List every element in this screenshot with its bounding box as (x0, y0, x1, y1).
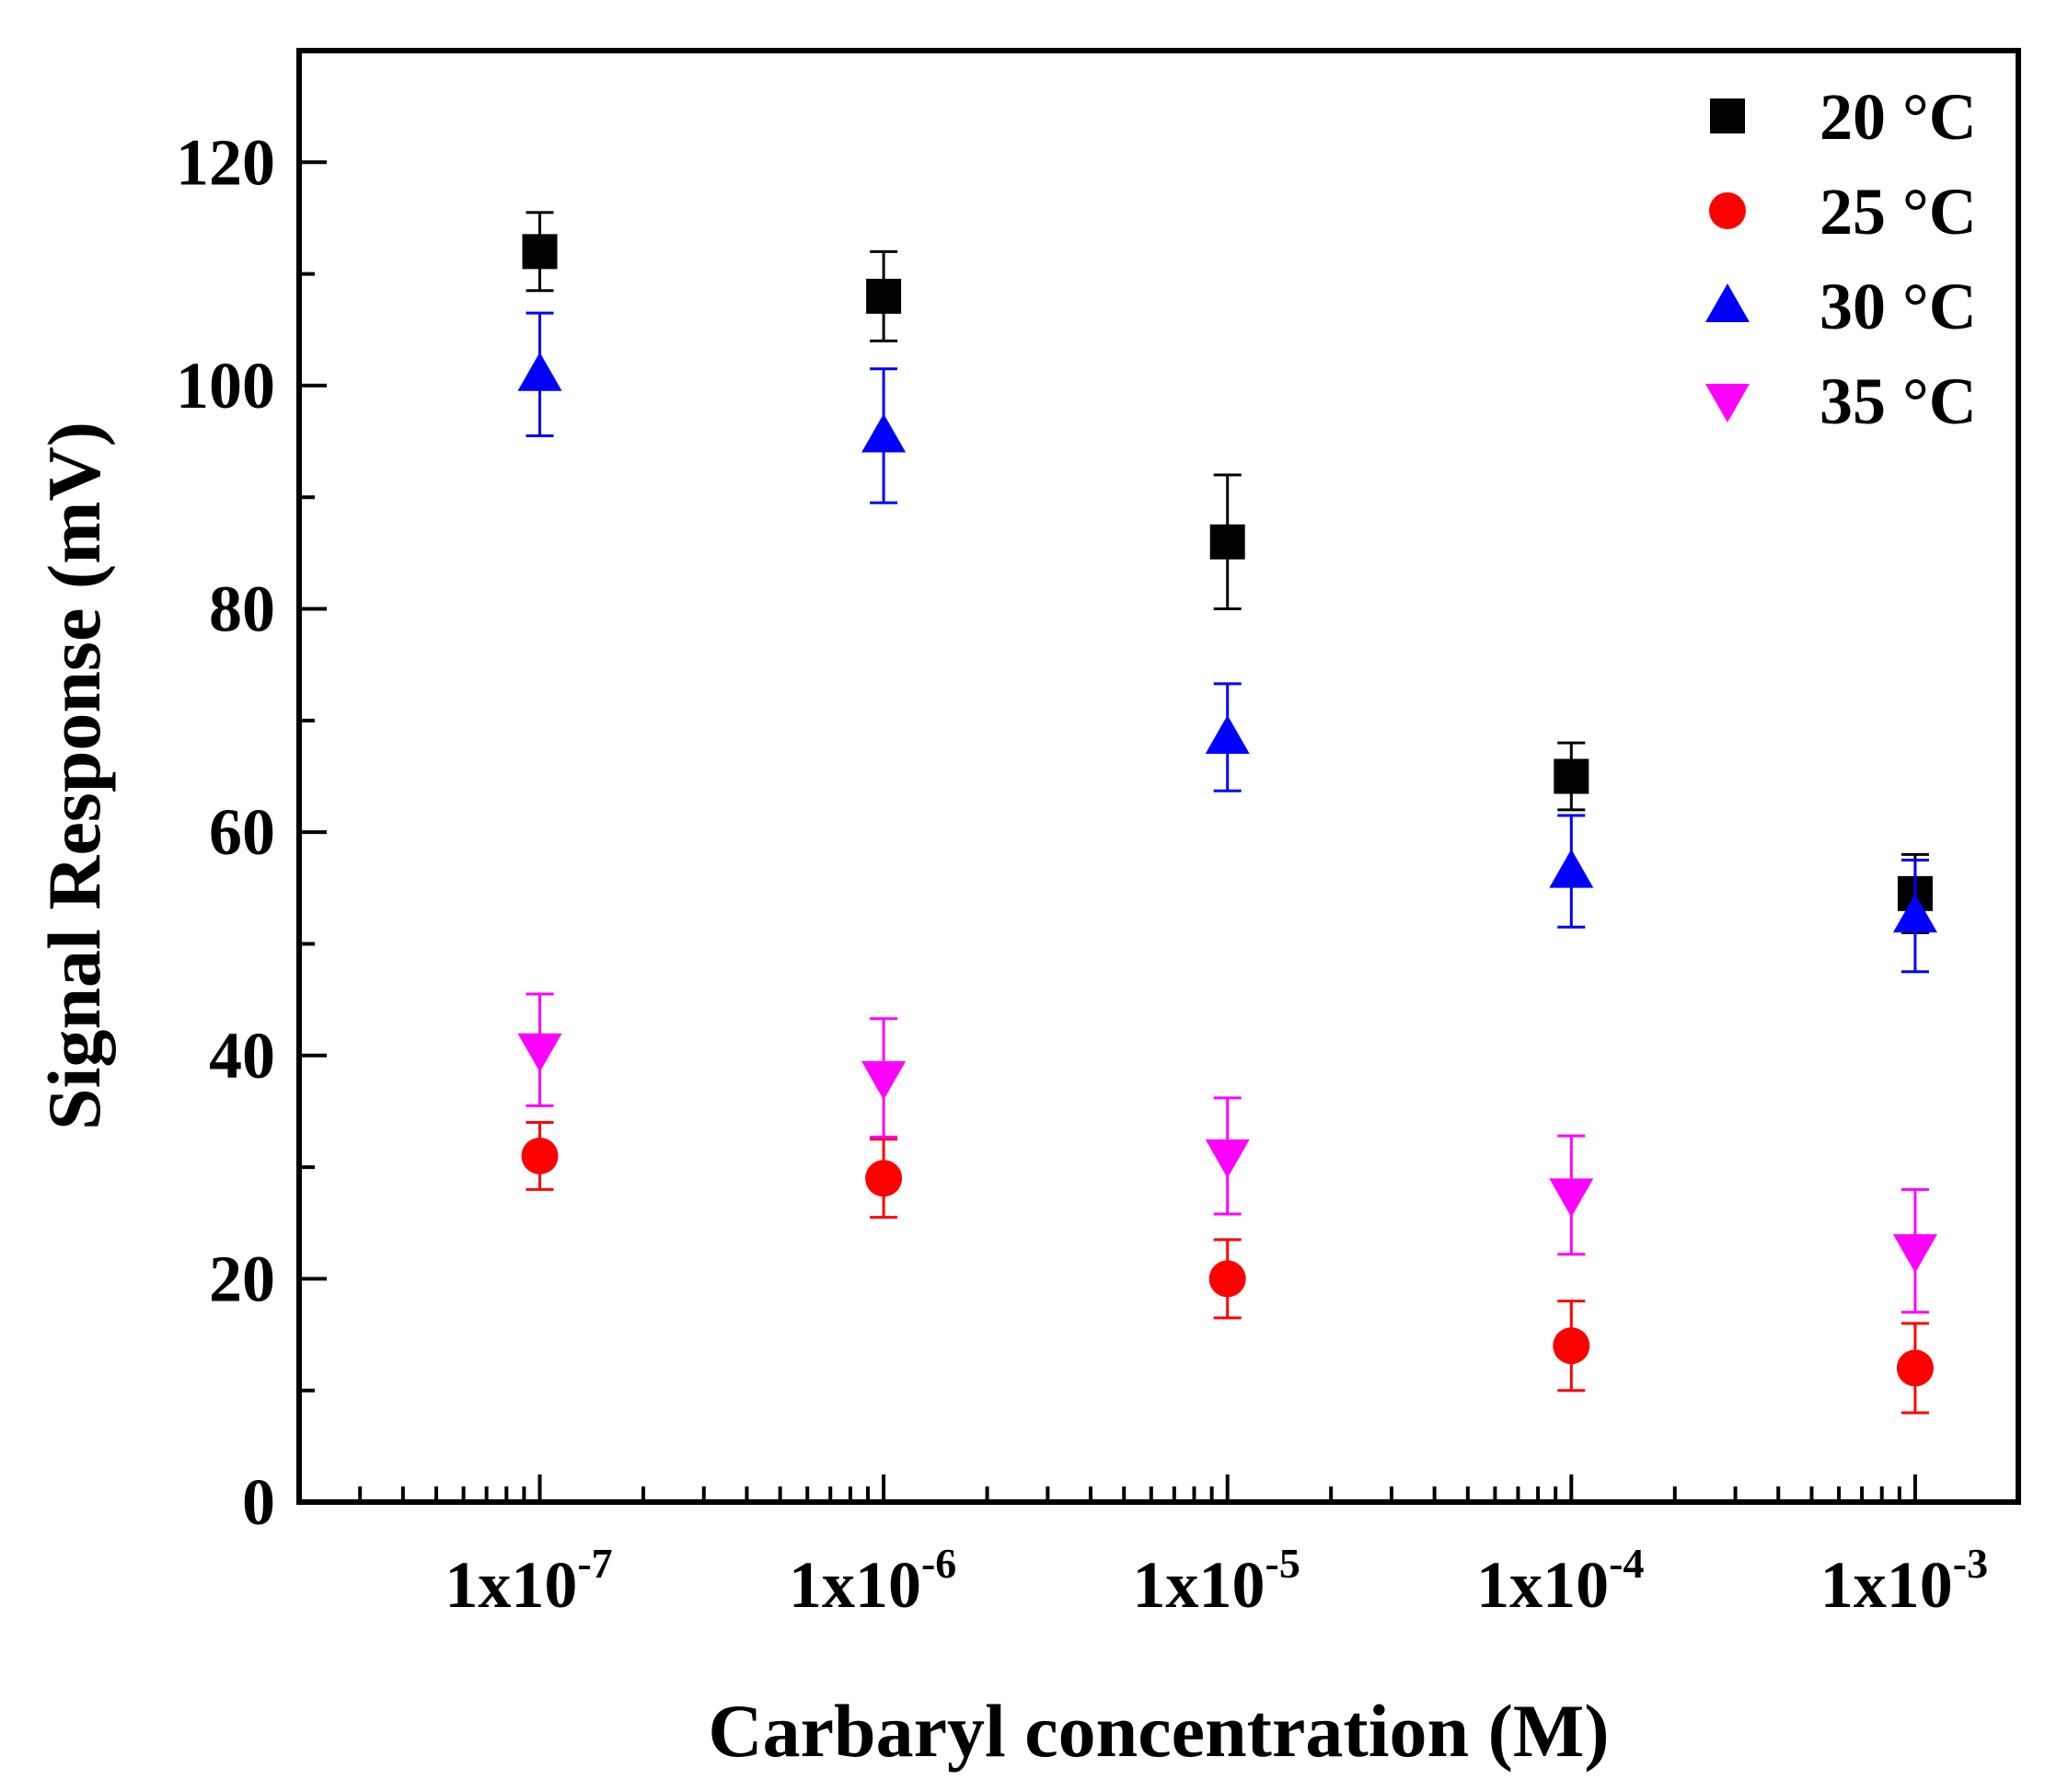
data-point (1205, 715, 1250, 755)
legend: 20 °C 25 °C 30 °C 35 °C (1705, 80, 1977, 438)
series-30-c (517, 311, 1937, 974)
legend-label-20-c: 20 °C (1820, 80, 1977, 154)
y-tick-label: 100 (176, 349, 275, 422)
plot-frame (296, 48, 2021, 1505)
data-point (1549, 849, 1594, 888)
series-35-c (517, 992, 1937, 1314)
x-axis-tick-labels: 1x10-7 1x10-6 1x10-5 1x10-4 1x10-3 (445, 1540, 1988, 1622)
y-axis-tick-labels: 0 20 40 60 80 100 120 (176, 125, 275, 1539)
y-tick-label: 40 (209, 1019, 275, 1093)
data-point (1896, 1349, 1934, 1387)
x-tick-label: 1x10-3 (1820, 1540, 1988, 1622)
data-point (861, 413, 907, 453)
data-point (517, 1033, 562, 1072)
y-tick-label: 80 (209, 572, 275, 646)
y-tick-label: 20 (209, 1242, 275, 1315)
legend-marker-20-c (1710, 98, 1745, 133)
legend-marker-35-c (1705, 384, 1750, 422)
x-axis-title: Carbaryl concentration (M) (708, 1689, 1609, 1773)
data-point (517, 352, 562, 391)
data-point (1205, 1139, 1250, 1178)
x-tick-label: 1x10-4 (1476, 1540, 1644, 1622)
legend-marker-30-c (1705, 283, 1750, 322)
data-point (1549, 1178, 1594, 1218)
y-axis-ticks (299, 49, 327, 1504)
data-point (861, 1061, 907, 1101)
legend-marker-25-c (1709, 192, 1746, 229)
x-tick-label: 1x10-6 (789, 1540, 956, 1622)
y-tick-label: 120 (176, 125, 275, 199)
data-point (1208, 1260, 1246, 1298)
data-point (866, 278, 902, 314)
legend-label-35-c: 35 °C (1820, 364, 1977, 438)
legend-label-25-c: 25 °C (1820, 175, 1977, 249)
data-point (1892, 894, 1937, 933)
data-point (1553, 1327, 1590, 1365)
legend-label-30-c: 30 °C (1820, 270, 1977, 343)
data-point (522, 234, 558, 270)
data-point (1554, 758, 1589, 794)
data-point (1209, 524, 1245, 560)
data-series (517, 211, 1937, 1415)
series-25-c (521, 1121, 1934, 1415)
x-axis-ticks (297, 1474, 1917, 1502)
x-tick-label: 1x10-7 (445, 1540, 612, 1622)
y-axis-title: Signal Response (mV) (32, 422, 116, 1130)
y-tick-label: 60 (209, 795, 275, 869)
y-tick-label: 0 (242, 1465, 275, 1539)
data-point (865, 1160, 903, 1197)
x-tick-label: 1x10-5 (1133, 1540, 1300, 1622)
data-point (1892, 1234, 1937, 1274)
data-point (521, 1137, 559, 1174)
